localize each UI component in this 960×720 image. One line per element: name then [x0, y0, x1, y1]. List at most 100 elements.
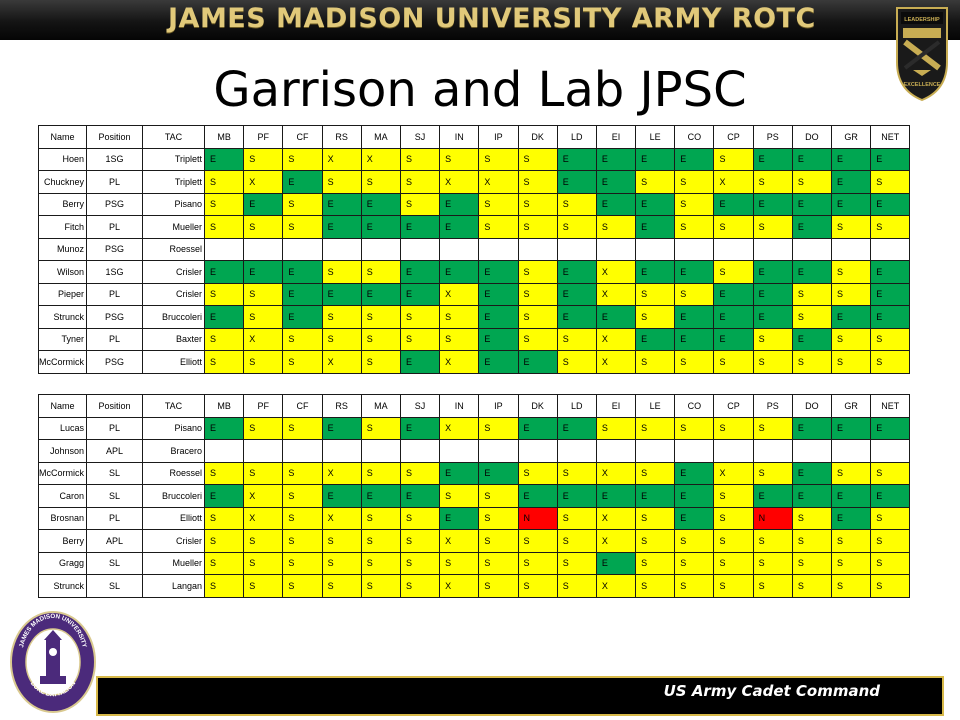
grade-cell: S: [243, 416, 284, 440]
grade-cell: E: [282, 282, 323, 306]
grade-cell: E: [556, 147, 597, 171]
grade-cell: E: [478, 260, 519, 284]
grade-cell: S: [360, 551, 401, 575]
grade-cell: S: [478, 192, 519, 216]
grade-cell: X: [439, 350, 480, 374]
grade-cell: E: [556, 416, 597, 440]
grade-cell: E: [674, 484, 715, 508]
grade-cell: S: [321, 529, 362, 553]
grade-cell: S: [752, 170, 793, 194]
grade-cell: E: [595, 305, 637, 329]
grade-cell: S: [713, 350, 754, 374]
cadet-name-cell: Fitch: [38, 215, 87, 239]
tac-cell: Bruccoleri: [142, 305, 205, 329]
grade-cell: [830, 237, 872, 261]
column-header: EI: [595, 394, 637, 418]
column-header: MB: [203, 125, 245, 149]
grade-cell: E: [399, 484, 441, 508]
grade-cell: [282, 237, 323, 261]
grade-cell: S: [282, 484, 323, 508]
rotc-crest-icon: LEADERSHIP EXCELLENCE: [896, 7, 948, 102]
column-header: PF: [243, 394, 284, 418]
column-header: NET: [870, 394, 911, 418]
grade-cell: [674, 439, 715, 463]
grade-cell: [870, 439, 911, 463]
grade-cell: E: [870, 260, 911, 284]
column-header: CF: [282, 394, 323, 418]
grade-cell: S: [752, 215, 793, 239]
grade-cell: S: [399, 506, 441, 530]
grade-cell: E: [203, 147, 245, 171]
grade-cell: S: [870, 529, 911, 553]
table-row: Munoz PSG Roessel: [38, 237, 911, 261]
grade-cell: E: [674, 260, 715, 284]
position-cell: APL: [86, 529, 143, 553]
grade-cell: E: [517, 416, 558, 440]
grade-cell: E: [830, 484, 872, 508]
grade-cell: S: [282, 529, 323, 553]
grade-cell: S: [791, 350, 833, 374]
grade-cell: S: [556, 215, 597, 239]
grade-cell: E: [752, 484, 793, 508]
column-header: PF: [243, 125, 284, 149]
grade-cell: S: [399, 305, 441, 329]
table-row: Hoen 1SG Triplett E S S X X S S S S E E E E S E E E E: [38, 147, 911, 171]
header-banner: JAMES MADISON UNIVERSITY ARMY ROTC: [0, 0, 960, 40]
grade-cell: E: [282, 305, 323, 329]
grade-cell: S: [517, 282, 558, 306]
grade-cell: S: [203, 574, 245, 598]
grade-cell: X: [439, 416, 480, 440]
grade-cell: E: [830, 506, 872, 530]
grade-cell: E: [674, 461, 715, 485]
grade-cell: S: [203, 327, 245, 351]
grade-cell: S: [243, 305, 284, 329]
grade-cell: [595, 237, 637, 261]
grade-cell: E: [635, 192, 676, 216]
grade-cell: E: [830, 192, 872, 216]
grade-cell: S: [713, 574, 754, 598]
column-header: IP: [478, 125, 519, 149]
grade-cell: S: [517, 327, 558, 351]
column-header: IP: [478, 394, 519, 418]
cadet-name-cell: Johnson: [38, 439, 87, 463]
column-header: Position: [86, 394, 143, 418]
column-header: IN: [439, 125, 480, 149]
cadet-name-cell: Tyner: [38, 327, 87, 351]
grade-cell: S: [635, 506, 676, 530]
grade-cell: X: [478, 170, 519, 194]
position-cell: SL: [86, 574, 143, 598]
grade-cell: [870, 237, 911, 261]
column-header: LD: [556, 394, 597, 418]
grade-cell: E: [399, 350, 441, 374]
grade-cell: S: [713, 484, 754, 508]
grade-cell: E: [635, 327, 676, 351]
footer-cadet-command-text: US Army Cadet Command: [663, 682, 880, 700]
grade-cell: E: [713, 192, 754, 216]
grade-cell: E: [752, 147, 793, 171]
grade-cell: E: [321, 484, 362, 508]
grade-cell: X: [595, 574, 637, 598]
grade-cell: [517, 439, 558, 463]
grade-cell: S: [203, 529, 245, 553]
jpsc-table-garrison: Name Position TAC MB PF CF RS MA SJ IN IP DK LD EI LE C…: [38, 125, 911, 374]
grade-cell: S: [243, 551, 284, 575]
grade-cell: S: [595, 416, 637, 440]
grade-cell: S: [556, 327, 597, 351]
column-header: RS: [321, 125, 362, 149]
cadet-name-cell: McCormick: [38, 350, 87, 374]
grade-cell: S: [517, 215, 558, 239]
grade-cell: S: [321, 574, 362, 598]
table-header-row: Name Position TAC MB PF CF RS MA SJ IN IP DK LD EI LE C…: [38, 394, 911, 418]
tac-cell: Mueller: [142, 215, 205, 239]
grade-cell: N: [517, 506, 558, 530]
column-header: GR: [830, 394, 872, 418]
grade-cell: X: [439, 529, 480, 553]
grade-cell: E: [203, 260, 245, 284]
grade-cell: [439, 237, 480, 261]
grade-cell: [791, 439, 833, 463]
grade-cell: S: [282, 192, 323, 216]
grade-cell: S: [203, 170, 245, 194]
grade-cell: [399, 237, 441, 261]
grade-cell: S: [635, 574, 676, 598]
grade-cell: S: [791, 551, 833, 575]
